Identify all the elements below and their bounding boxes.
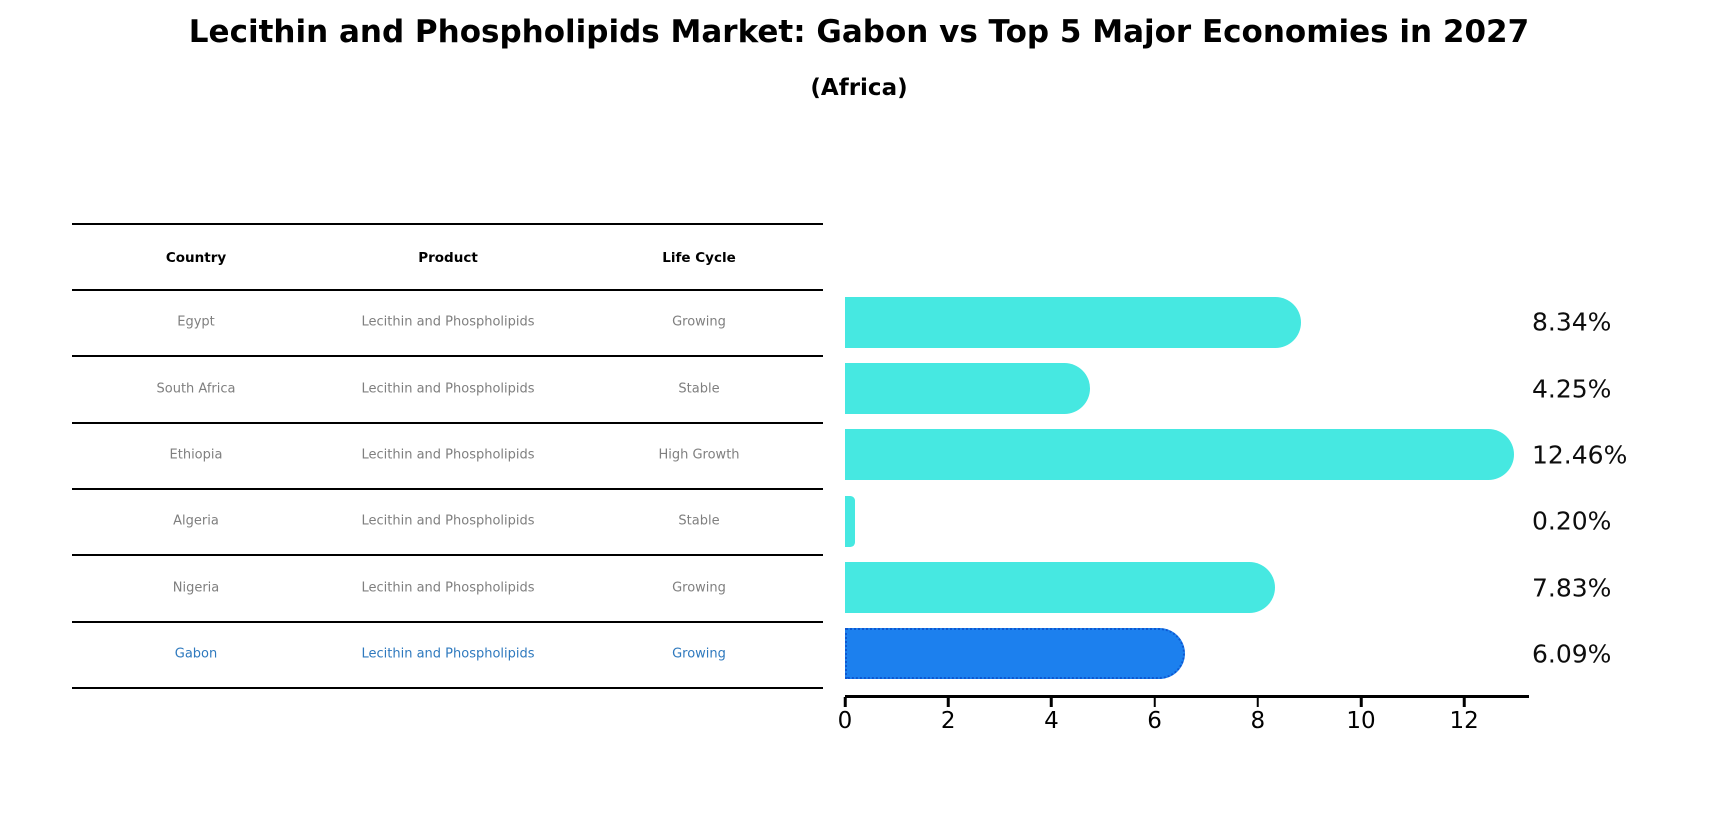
cell-country: Gabon xyxy=(174,646,218,662)
x-axis-tick-label: 8 xyxy=(1250,708,1266,734)
cell-life-cycle: High Growth xyxy=(658,447,740,463)
x-axis-tick xyxy=(1050,697,1053,707)
cell-country: South Africa xyxy=(156,381,236,397)
x-axis-tick-label: 10 xyxy=(1346,708,1376,734)
x-axis-tick-label: 6 xyxy=(1147,708,1162,734)
cell-life-cycle: Growing xyxy=(672,646,726,662)
cell-product: Lecithin and Phospholipids xyxy=(361,646,535,662)
column-header-product: Product xyxy=(418,250,478,266)
cell-product: Lecithin and Phospholipids xyxy=(361,580,535,596)
bar-south-africa xyxy=(845,363,1091,415)
cell-country: Nigeria xyxy=(172,580,220,596)
table-separator-line xyxy=(72,421,823,424)
x-axis-tick-label: 2 xyxy=(940,708,956,734)
value-label: 0.20% xyxy=(1532,506,1612,536)
bar-ethiopia xyxy=(845,429,1514,481)
page-title: Lecithin and Phospholipids Market: Gabon… xyxy=(188,14,1530,50)
column-header-life-cycle: Life Cycle xyxy=(662,250,736,266)
x-axis-tick xyxy=(946,697,950,707)
cell-country: Egypt xyxy=(177,314,215,330)
bar-nigeria xyxy=(845,562,1276,614)
x-axis-tick-label: 4 xyxy=(1044,708,1059,734)
value-label: 7.83% xyxy=(1532,573,1612,603)
cell-country: Algeria xyxy=(173,513,219,529)
cell-product: Lecithin and Phospholipids xyxy=(361,314,535,330)
x-axis-line xyxy=(845,695,1529,698)
x-axis-tick xyxy=(843,697,847,707)
table-separator-line xyxy=(72,289,823,292)
table-separator-line xyxy=(72,355,823,358)
table-separator-line xyxy=(72,620,823,623)
cell-life-cycle: Growing xyxy=(672,580,726,596)
column-header-country: Country xyxy=(165,250,227,266)
x-axis-tick xyxy=(1153,697,1156,707)
x-axis-tick-label: 0 xyxy=(837,708,853,734)
cell-life-cycle: Growing xyxy=(672,314,726,330)
x-axis-tick-label: 12 xyxy=(1449,708,1479,734)
value-label: 8.34% xyxy=(1532,307,1612,337)
bar-gabon-highlighted xyxy=(845,628,1186,680)
value-label: 6.09% xyxy=(1532,639,1612,669)
value-label: 4.25% xyxy=(1532,374,1612,404)
cell-life-cycle: Stable xyxy=(678,513,720,529)
table-separator-line xyxy=(72,687,823,689)
x-axis-tick xyxy=(1462,697,1466,707)
value-label: 12.46% xyxy=(1532,440,1628,470)
table-separator-line xyxy=(72,488,823,491)
cell-life-cycle: Stable xyxy=(678,381,720,397)
x-axis-tick xyxy=(1359,697,1363,707)
page-subtitle: (Africa) xyxy=(810,75,908,101)
table-separator-line xyxy=(72,554,823,557)
x-axis-tick xyxy=(1256,697,1260,707)
cell-product: Lecithin and Phospholipids xyxy=(361,447,535,463)
cell-country: Ethiopia xyxy=(169,447,223,463)
bar-algeria xyxy=(845,495,856,547)
bar-egypt xyxy=(845,296,1302,348)
cell-product: Lecithin and Phospholipids xyxy=(361,513,535,529)
cell-product: Lecithin and Phospholipids xyxy=(361,381,535,397)
table-separator-line xyxy=(72,222,823,225)
